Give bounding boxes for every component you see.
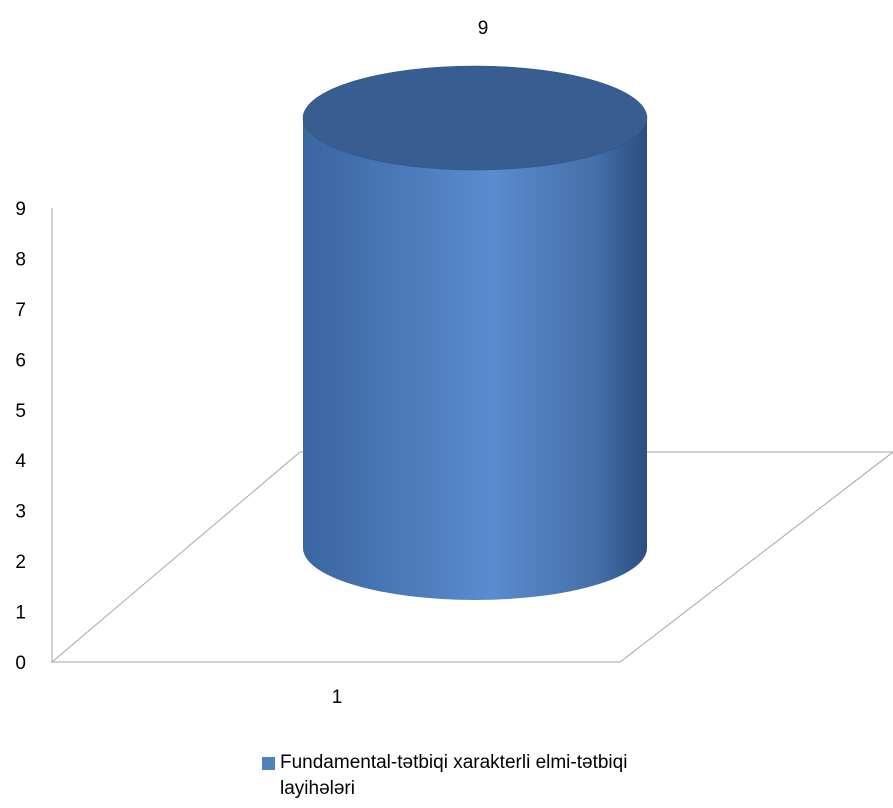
legend-swatch (262, 757, 275, 770)
y-tick-label: 6 (15, 350, 26, 371)
chart-floor (50, 451, 893, 663)
bar-body (303, 118, 647, 600)
bar-top (302, 65, 648, 171)
bar (302, 65, 648, 600)
x-tick-label: 1 (332, 687, 343, 708)
data-labels: 9 (478, 18, 489, 39)
bar-series (302, 65, 648, 600)
y-tick-label: 0 (15, 653, 26, 674)
legend-label: Fundamental-tətbiqi xarakterli elmi-tətb… (280, 752, 628, 799)
y-tick-label: 3 (15, 502, 26, 523)
y-tick-label: 5 (15, 401, 26, 422)
y-axis: 0 1 2 3 4 5 6 7 8 9 (15, 199, 53, 674)
floor-plane (50, 451, 893, 663)
y-tick-label: 1 (15, 603, 26, 624)
legend: Fundamental-tətbiqi xarakterli elmi-tətb… (262, 750, 690, 802)
y-tick-label: 8 (15, 249, 26, 270)
data-label: 9 (478, 18, 489, 39)
y-tick-label: 9 (15, 199, 26, 220)
x-axis: 1 (332, 687, 343, 708)
y-tick-label: 7 (15, 300, 26, 321)
y-tick-label: 2 (15, 552, 26, 573)
y-tick-label: 4 (15, 451, 26, 472)
